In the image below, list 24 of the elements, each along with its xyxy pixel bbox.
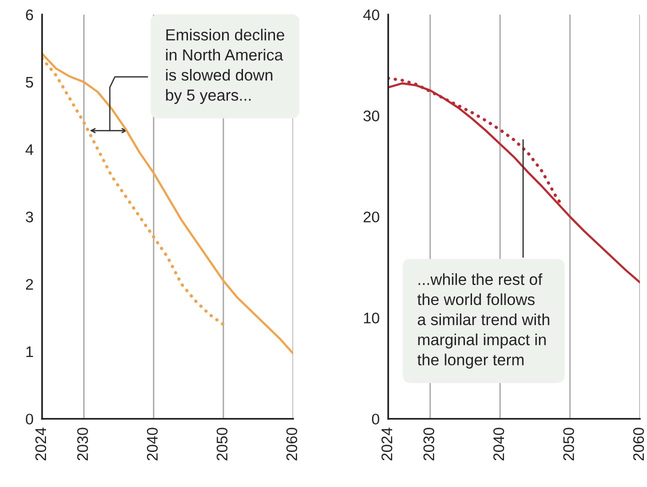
x-tick-label: 2024 [35,428,46,460]
y-tick-label: 2 [26,278,33,290]
x-tick-label: 2030 [77,428,88,460]
annotation: Emission decline in North America is slowed down by 5 years... [166,28,284,104]
y-tick-label: 3 [26,212,34,222]
y-tick-label: 10 [364,312,380,324]
y-tick-label: 1 [26,346,33,357]
x-tick-label: 2050 [216,428,228,460]
y-tick-label: 6 [26,9,34,20]
y-tick-label: 5 [26,77,34,88]
y-tick-label: 20 [364,212,380,222]
annotation: ...while the rest of the world follows a similar trend with marginal impact in the longer term [417,273,550,369]
x-tick-label: 2040 [493,428,504,460]
x-tick-label: 2024 [381,428,392,460]
x-tick-label: 2050 [563,428,574,460]
x-tick-label: 2040 [146,428,158,460]
y-tick-label: 4 [26,144,34,155]
x-tick-label: 2060 [633,428,644,460]
x-tick-label: 2030 [423,428,434,460]
y-tick-label: 0 [372,414,380,425]
y-tick-label: 40 [363,9,380,20]
y-tick-label: 30 [363,110,380,122]
y-tick-label: 0 [26,414,34,425]
x-tick-label: 2060 [286,428,298,460]
